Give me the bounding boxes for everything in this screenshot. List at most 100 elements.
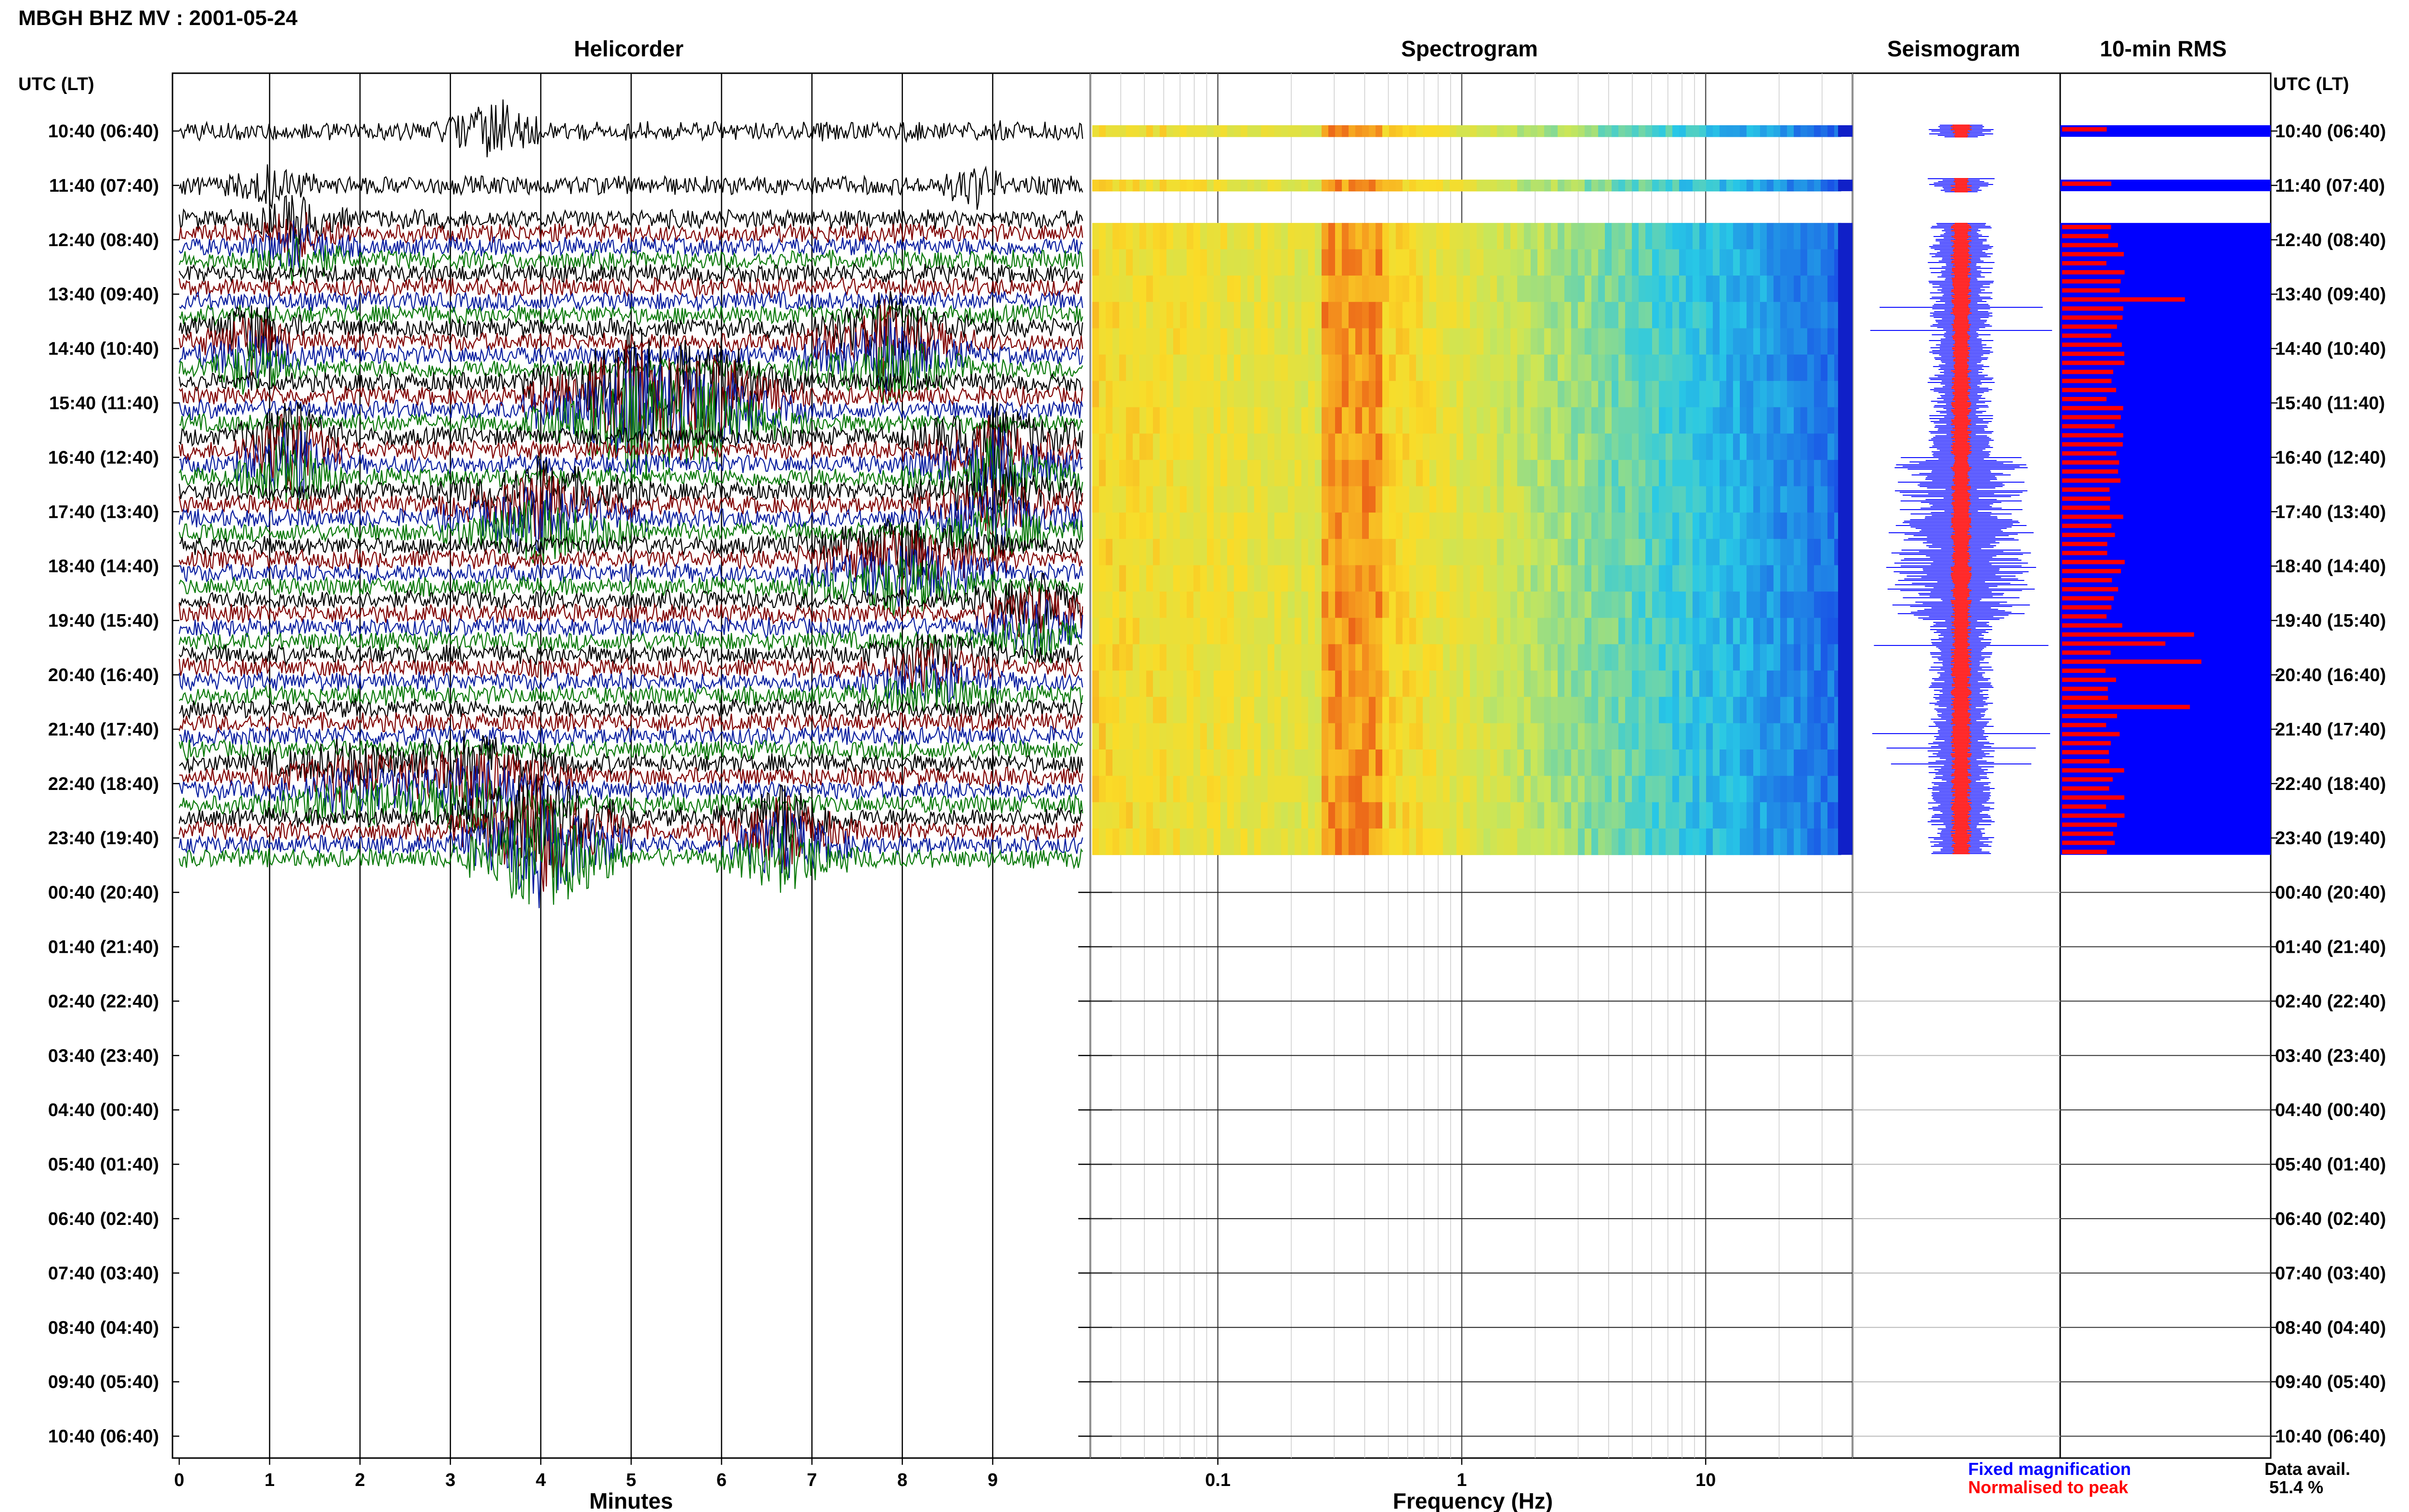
spectrogram-cell <box>1510 249 1518 276</box>
spectrogram-cell <box>1706 513 1713 539</box>
spectrogram-cell <box>1382 223 1390 250</box>
right-time-label: 13:40 (09:40) <box>2275 285 2386 305</box>
spectrogram-cell <box>1618 434 1626 460</box>
spectrogram-cell <box>1625 565 1632 592</box>
spectrogram-cell <box>1672 644 1680 671</box>
spectrogram-cell <box>1814 592 1821 618</box>
spectrogram-cell <box>1274 249 1282 276</box>
spectrogram-cell <box>1261 125 1268 137</box>
spectrogram-cell <box>1220 802 1228 829</box>
spectrogram-cell <box>1666 125 1673 137</box>
spectrogram-cell <box>1349 749 1356 776</box>
spectrogram-cell <box>1807 381 1814 408</box>
spectrogram-cell <box>1605 749 1612 776</box>
spectrogram-cell <box>1686 539 1693 565</box>
spectrogram-cell <box>1180 328 1187 355</box>
spectrogram-cell <box>1362 407 1369 434</box>
spectrogram-cell <box>1112 179 1120 192</box>
spectrogram-cell <box>1187 328 1194 355</box>
spectrogram-cell <box>1254 249 1261 276</box>
spectrogram-cell <box>1403 223 1410 250</box>
spectrogram-cell <box>1578 618 1585 644</box>
helicorder-trace <box>178 758 1084 820</box>
spectrogram-cell <box>1551 407 1558 434</box>
spectrogram-cell <box>1355 355 1363 381</box>
spectrogram-cell <box>1720 381 1727 408</box>
spectrogram-cell <box>1322 407 1329 434</box>
spectrogram-cell <box>1160 486 1167 513</box>
spectrogram-cell <box>1625 644 1632 671</box>
spectrogram-cell <box>1558 434 1565 460</box>
spectrogram-cell <box>1403 434 1410 460</box>
spectrogram-cell <box>1625 513 1632 539</box>
spectrogram-cell <box>1524 539 1531 565</box>
spectrogram-cell <box>1261 460 1268 486</box>
spectrogram-cell <box>1193 749 1201 776</box>
spectrogram-cell <box>1430 697 1437 723</box>
spectrogram-cell <box>1679 618 1686 644</box>
spectrogram-cell <box>1632 434 1639 460</box>
spectrogram-cell <box>1220 697 1228 723</box>
spectrogram-cell <box>1639 749 1646 776</box>
spectrogram-cell <box>1827 223 1835 250</box>
spectrogram-cell <box>1747 749 1754 776</box>
spectrogram-cell <box>1389 565 1396 592</box>
spectrogram-cell <box>1200 776 1207 802</box>
spectrogram-cell <box>1146 828 1153 855</box>
spectrogram-cell <box>1450 355 1457 381</box>
spectrogram-cell <box>1322 486 1329 513</box>
spectrogram-cell <box>1443 671 1450 697</box>
spectrogram-cell <box>1308 125 1315 137</box>
spectrogram-cell <box>1274 460 1282 486</box>
spectrogram-cell <box>1112 697 1120 723</box>
spectrogram-cell <box>1281 592 1288 618</box>
spectrogram-cell <box>1227 249 1234 276</box>
spectrogram-cell <box>1214 460 1221 486</box>
right-time-label: 18:40 (14:40) <box>2275 556 2386 577</box>
spectrogram-cell <box>1483 513 1491 539</box>
spectrogram-cell <box>1659 776 1666 802</box>
spectrogram-cell <box>1814 355 1821 381</box>
spectrogram-cell <box>1443 697 1450 723</box>
spectrogram-cell <box>1477 434 1484 460</box>
spectrogram-cell <box>1220 355 1228 381</box>
spectrogram-cell <box>1537 125 1545 137</box>
spectrogram-cell <box>1497 671 1504 697</box>
spectrogram-cell <box>1551 828 1558 855</box>
spectrogram-cell <box>1551 381 1558 408</box>
spectrogram-cell <box>1403 592 1410 618</box>
spectrogram-cell <box>1713 125 1720 137</box>
spectrogram-cell <box>1760 355 1767 381</box>
spectrogram-cell <box>1463 618 1470 644</box>
spectrogram-cell <box>1207 249 1214 276</box>
spectrogram-cell <box>1274 644 1282 671</box>
spectrogram-cell <box>1477 802 1484 829</box>
spectrogram-cell <box>1126 276 1133 302</box>
spectrogram-cell <box>1821 434 1828 460</box>
spectrogram-cell <box>1605 513 1612 539</box>
spectrogram-cell <box>1767 539 1774 565</box>
right-time-label: 05:40 (01:40) <box>2275 1155 2386 1175</box>
rms-bar <box>2062 451 2117 456</box>
spectrogram-cell <box>1139 513 1147 539</box>
spectrogram-cell <box>1200 828 1207 855</box>
spectrogram-cell <box>1315 644 1322 671</box>
spectrogram-cell <box>1133 223 1140 250</box>
spectrogram-cell <box>1443 381 1450 408</box>
spectrogram-cell <box>1193 776 1201 802</box>
spectrogram-cell <box>1200 276 1207 302</box>
spectrogram-cell <box>1335 486 1342 513</box>
spectrogram-cell <box>1207 618 1214 644</box>
spectrogram-cell <box>1787 249 1794 276</box>
spectrogram-cell <box>1416 697 1423 723</box>
rms-bar <box>2062 578 2112 582</box>
spectrogram-cell <box>1821 513 1828 539</box>
spectrogram-cell <box>1625 302 1632 329</box>
spectrogram-cell <box>1470 618 1477 644</box>
spectrogram-cell <box>1679 513 1686 539</box>
spectrogram-cell <box>1187 460 1194 486</box>
spectrogram-cell <box>1133 618 1140 644</box>
spectrogram-cell <box>1382 539 1390 565</box>
spectrogram-cell <box>1618 407 1626 434</box>
spectrogram-cell <box>1193 828 1201 855</box>
